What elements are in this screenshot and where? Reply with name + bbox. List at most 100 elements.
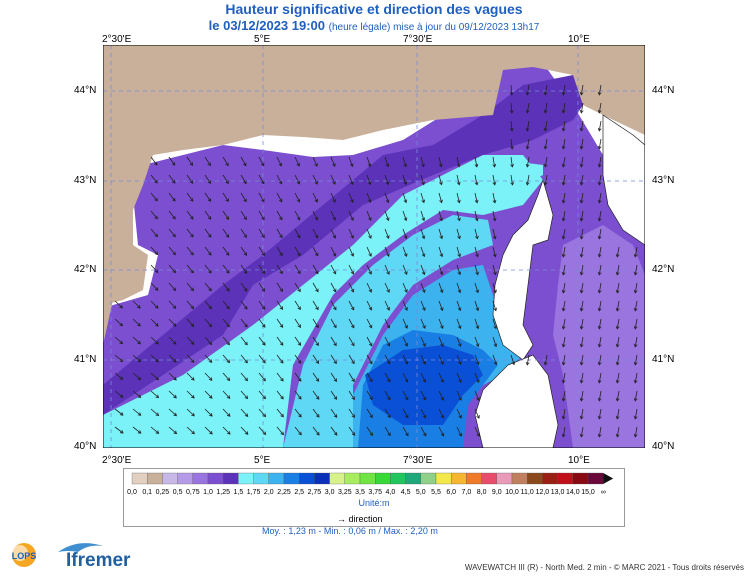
direction-arrowhead <box>155 394 160 399</box>
direction-arrow <box>598 426 602 437</box>
direction-arrow <box>526 156 530 167</box>
direction-arrowhead <box>493 253 497 258</box>
direction-arrowhead <box>579 163 584 168</box>
direction-arrowhead <box>405 432 409 437</box>
direction-arrow <box>222 318 230 328</box>
direction-arrow <box>580 246 584 257</box>
direction-arrowhead <box>172 251 176 256</box>
direction-arrow <box>616 390 620 401</box>
direction-arrow <box>598 192 602 203</box>
direction-arrow <box>330 282 337 292</box>
direction-arrow <box>402 264 408 275</box>
direction-arrow <box>598 228 602 239</box>
colorbar-swatch <box>587 472 604 485</box>
direction-arrowhead <box>579 415 584 420</box>
direction-arrowhead <box>493 325 498 330</box>
direction-arrow <box>276 408 284 417</box>
direction-arrow <box>132 318 141 327</box>
colorbar-tick-label: 0,25 <box>155 489 170 496</box>
direction-arrow <box>526 84 530 95</box>
direction-arrowhead <box>615 379 620 384</box>
direction-arrowhead <box>543 163 548 168</box>
direction-arrow <box>402 282 408 293</box>
direction-arrow <box>510 138 513 149</box>
direction-arrow <box>366 408 373 418</box>
direction-arrow <box>294 228 301 238</box>
direction-arrow <box>294 408 302 418</box>
direction-arrow <box>526 354 530 365</box>
direction-arrowhead <box>439 253 444 258</box>
direction-arrowhead <box>350 253 354 257</box>
direction-arrowhead <box>579 433 584 438</box>
direction-arrowhead <box>209 413 213 417</box>
direction-arrow <box>384 318 390 329</box>
direction-arrowhead <box>386 324 391 329</box>
direction-arrow <box>510 120 513 131</box>
direction-arrow <box>186 354 195 363</box>
direction-arrow <box>114 318 123 327</box>
direction-arrow <box>150 282 159 291</box>
direction-arrowhead <box>615 307 620 312</box>
colorbar-tick-label: 2,5 <box>294 489 305 496</box>
direction-arrowhead <box>440 361 444 365</box>
direction-arrowhead <box>597 91 602 96</box>
direction-arrow <box>312 192 318 203</box>
lat-tick-left-41: 41°N <box>74 354 97 365</box>
direction-arrow <box>438 228 443 239</box>
direction-arrow <box>222 354 230 363</box>
direction-arrow <box>420 426 427 436</box>
colorbar-swatch <box>223 472 239 485</box>
direction-arrow <box>526 120 530 131</box>
direction-arrow <box>366 354 373 364</box>
direction-arrow <box>544 156 548 167</box>
direction-arrowhead <box>457 235 461 240</box>
direction-arrowhead <box>278 180 283 185</box>
direction-arrow <box>276 210 283 220</box>
direction-arrowhead <box>387 414 391 419</box>
direction-arrow <box>598 300 602 311</box>
direction-arrowhead <box>278 198 283 203</box>
direction-arrowhead <box>226 270 230 274</box>
direction-arrowhead <box>209 430 213 435</box>
direction-arrowhead <box>279 288 283 293</box>
direction-arrow <box>366 264 372 275</box>
direction-arrowhead <box>492 217 497 222</box>
direction-arrowhead <box>369 360 373 365</box>
direction-arrow <box>456 318 461 329</box>
direction-arrowhead <box>543 361 548 366</box>
direction-arrow <box>420 174 425 185</box>
direction-arrowhead <box>298 413 302 418</box>
direction-arrowhead <box>332 199 336 203</box>
direction-arrowhead <box>155 358 159 363</box>
direction-arrowhead <box>368 342 373 347</box>
direction-arrow <box>294 192 300 203</box>
direction-arrow <box>384 408 391 418</box>
direction-arrowhead <box>404 289 408 293</box>
direction-arrow <box>276 354 284 364</box>
direction-arrow <box>384 282 390 293</box>
direction-arrow <box>204 390 213 399</box>
direction-arrow <box>580 264 584 275</box>
direction-arrowhead <box>208 377 213 381</box>
colorbar-swatch <box>359 472 376 485</box>
colorbar-tick-label: 0,75 <box>185 489 200 496</box>
direction-arrow <box>348 354 355 364</box>
direction-arrowhead <box>208 323 213 328</box>
direction-arrow <box>204 156 211 166</box>
direction-arrowhead <box>190 251 194 256</box>
direction-arrow <box>562 192 566 203</box>
direction-arrowhead <box>351 432 356 436</box>
direction-arrowhead <box>279 306 284 310</box>
direction-arrowhead <box>332 217 336 221</box>
direction-arrow <box>580 192 584 203</box>
direction-arrowhead <box>561 235 566 240</box>
direction-arrow <box>312 282 319 292</box>
direction-arrow <box>544 102 548 113</box>
direction-arrowhead <box>172 269 177 274</box>
direction-arrow <box>544 120 548 131</box>
direction-arrow <box>186 336 195 345</box>
direction-arrowhead <box>314 216 319 221</box>
direction-arrowhead <box>422 343 426 347</box>
direction-arrow <box>330 192 336 203</box>
wave-height-map[interactable] <box>103 45 645 448</box>
